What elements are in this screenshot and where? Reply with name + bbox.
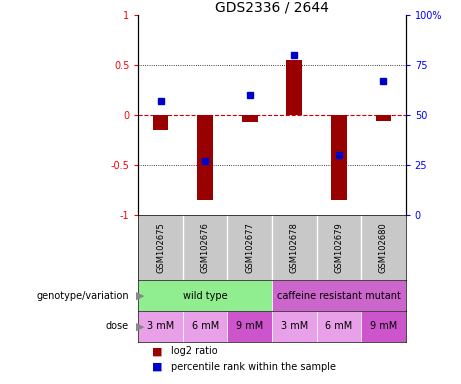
Bar xyxy=(272,280,406,311)
Text: GSM102676: GSM102676 xyxy=(201,222,210,273)
Text: GSM102677: GSM102677 xyxy=(245,222,254,273)
Text: 3 mM: 3 mM xyxy=(281,321,308,331)
Bar xyxy=(286,60,302,115)
Bar xyxy=(138,280,272,311)
Bar xyxy=(242,115,258,122)
Bar xyxy=(317,311,361,342)
Text: percentile rank within the sample: percentile rank within the sample xyxy=(171,362,336,372)
Bar xyxy=(331,115,347,200)
Text: ▶: ▶ xyxy=(136,321,144,331)
Text: 3 mM: 3 mM xyxy=(147,321,174,331)
Text: 6 mM: 6 mM xyxy=(191,321,219,331)
Text: ▶: ▶ xyxy=(136,291,144,301)
Text: GSM102679: GSM102679 xyxy=(334,222,343,273)
Text: ■: ■ xyxy=(152,346,163,356)
Text: caffeine resistant mutant: caffeine resistant mutant xyxy=(277,291,401,301)
Text: 9 mM: 9 mM xyxy=(370,321,397,331)
Text: GSM102678: GSM102678 xyxy=(290,222,299,273)
Bar xyxy=(376,115,391,121)
Bar xyxy=(183,311,227,342)
Text: 9 mM: 9 mM xyxy=(236,321,263,331)
Bar xyxy=(197,115,213,200)
Bar xyxy=(227,311,272,342)
Title: GDS2336 / 2644: GDS2336 / 2644 xyxy=(215,0,329,14)
Text: genotype/variation: genotype/variation xyxy=(36,291,129,301)
Text: ■: ■ xyxy=(152,362,163,372)
Text: log2 ratio: log2 ratio xyxy=(171,346,217,356)
Bar xyxy=(361,311,406,342)
Text: GSM102675: GSM102675 xyxy=(156,222,165,273)
Text: GSM102680: GSM102680 xyxy=(379,222,388,273)
Text: dose: dose xyxy=(106,321,129,331)
Bar xyxy=(138,311,183,342)
Bar xyxy=(153,115,168,130)
Text: 6 mM: 6 mM xyxy=(325,321,353,331)
Bar xyxy=(272,311,317,342)
Text: wild type: wild type xyxy=(183,291,227,301)
